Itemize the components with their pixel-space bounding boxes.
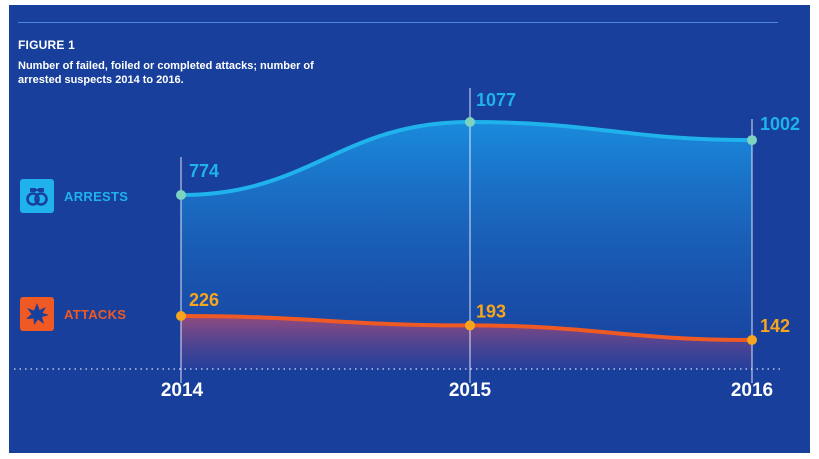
top-divider bbox=[18, 22, 778, 23]
attacks-point-2016 bbox=[747, 335, 757, 345]
legend-attacks-label: ATTACKS bbox=[64, 306, 127, 322]
arrests-value-2016: 1002 bbox=[760, 114, 800, 134]
x-tick-2016: 2016 bbox=[731, 380, 773, 401]
arrests-point-2014 bbox=[176, 190, 186, 200]
attacks-value-2014: 226 bbox=[189, 290, 219, 310]
legend-attacks: ATTACKS bbox=[20, 297, 126, 331]
attacks-area bbox=[181, 316, 752, 369]
x-tick-2014: 2014 bbox=[161, 380, 204, 401]
arrests-value-2015: 1077 bbox=[476, 90, 516, 110]
figure-label: FIGURE 1 bbox=[18, 38, 75, 52]
arrests-value-2014: 774 bbox=[189, 161, 219, 181]
handcuffs-icon bbox=[20, 179, 54, 213]
arrests-point-2015 bbox=[465, 117, 475, 127]
attacks-value-2015: 193 bbox=[476, 301, 506, 321]
attacks-value-2016: 142 bbox=[760, 316, 790, 336]
chart-panel: FIGURE 1 Number of failed, foiled or com… bbox=[9, 5, 810, 453]
legend-arrests-label: ARRESTS bbox=[64, 188, 129, 204]
x-tick-2015: 2015 bbox=[449, 380, 492, 401]
arrests-area bbox=[181, 122, 752, 369]
attacks-point-2015 bbox=[465, 320, 475, 331]
arrests-point-2016 bbox=[747, 135, 757, 146]
explosion-icon bbox=[20, 297, 54, 331]
chart-subtitle: Number of failed, foiled or completed at… bbox=[18, 60, 314, 86]
legend-arrests: ARRESTS bbox=[20, 179, 128, 213]
attacks-point-2014 bbox=[176, 311, 186, 321]
chart-svg: 774 1077 1002 226 193 142 2014 2015 2016 bbox=[14, 88, 800, 401]
